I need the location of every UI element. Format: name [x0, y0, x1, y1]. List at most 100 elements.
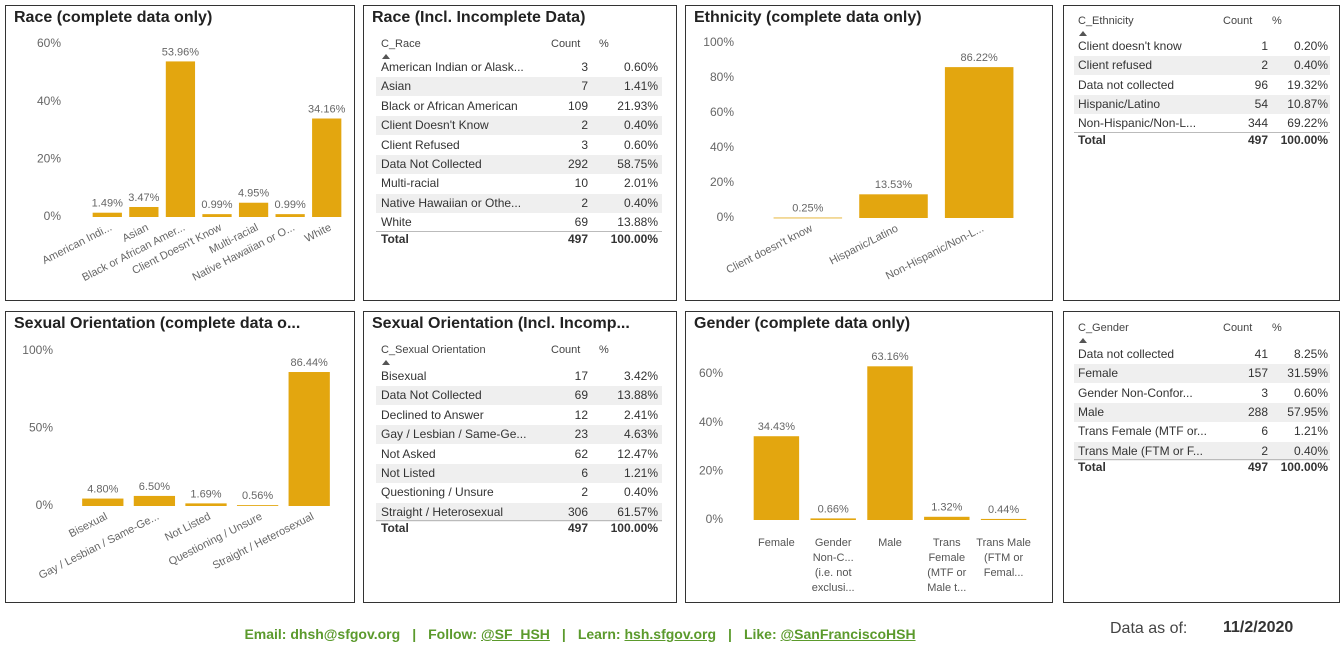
- panel: C_Ethnicity Count% Client doesn't know 1 0.2…: [1063, 5, 1340, 301]
- row-label: Client refused: [1078, 58, 1153, 73]
- x-tick-label: Trans Male (FTM or Femal...: [976, 537, 1031, 579]
- row-count: 6: [581, 466, 588, 480]
- data-label: 0.99%: [201, 199, 232, 211]
- row-percent: 0.60%: [623, 137, 658, 152]
- column-header[interactable]: C_Gender: [1078, 322, 1129, 334]
- row-count: 41: [1254, 347, 1268, 361]
- row-count: 3: [1261, 385, 1268, 400]
- x-tick-label: Client doesn't know: [724, 223, 814, 277]
- row-label: Non-Hispanic/Non-L...: [1078, 116, 1197, 131]
- row-percent: 19.32%: [1287, 77, 1328, 92]
- row-label: Client Refused: [381, 137, 460, 152]
- sort-indicator: [382, 360, 390, 365]
- footer-link-label: Learn:: [577, 626, 621, 642]
- column-header[interactable]: %: [1272, 15, 1282, 27]
- column-header[interactable]: %: [599, 344, 609, 356]
- row-percent: 0.20%: [1293, 39, 1328, 53]
- column-header[interactable]: C_Ethnicity: [1078, 15, 1134, 27]
- row-label: Male: [1078, 404, 1105, 419]
- row-percent: 13.88%: [617, 215, 658, 230]
- y-tick-label: 0%: [44, 209, 62, 223]
- row-percent: 12.47%: [617, 446, 658, 461]
- column-header[interactable]: Count: [1223, 322, 1253, 334]
- row-band: [1074, 402, 1330, 422]
- x-tick-label-box: Gender Non-C... (i.e. not exclusi...: [812, 537, 855, 594]
- row-label: Total: [381, 521, 409, 536]
- row-percent: 1.41%: [623, 79, 658, 94]
- chart: 0% 20% 40% 60% 80% 100% 0.25% Client doesn't kn…: [703, 35, 1014, 282]
- row-percent: 58.75%: [617, 157, 658, 171]
- row-label: Total: [1078, 132, 1106, 147]
- chart: 0%20%40%60%1.49%American Indi...3.47%Asi…: [37, 36, 346, 284]
- row-percent: 3.42%: [623, 369, 658, 383]
- panel-title: Race (Incl. Incomplete Data): [372, 9, 586, 26]
- row-count: 69: [574, 215, 588, 230]
- row-band: [376, 386, 662, 406]
- y-tick-label: 0%: [717, 210, 735, 224]
- data-label: 0.44%: [988, 504, 1019, 516]
- row-count: 12: [574, 407, 588, 422]
- x-tick-label: Hispanic/Latino: [828, 223, 900, 268]
- column-header[interactable]: %: [599, 38, 609, 50]
- y-tick-label: 0%: [706, 512, 724, 526]
- footer-link[interactable]: hsh.sfgov.org: [624, 626, 717, 642]
- row-band: [376, 502, 662, 522]
- row-count: 3: [581, 137, 588, 152]
- bar: [129, 206, 159, 217]
- data-label: 1.32%: [931, 502, 962, 514]
- row-count: 157: [1247, 366, 1268, 381]
- x-tick-label: Male: [878, 537, 902, 549]
- row-count: 306: [567, 504, 588, 519]
- row-band: [376, 116, 662, 136]
- y-tick-label: 60%: [710, 105, 734, 119]
- row-band: [376, 464, 662, 483]
- row-label: Data not collected: [1078, 347, 1175, 361]
- column-header[interactable]: Count: [551, 38, 581, 50]
- row-count: 69: [574, 388, 588, 403]
- row-label: Data not collected: [1078, 77, 1175, 92]
- row-label: Black or African American: [381, 98, 518, 113]
- row-percent: 57.95%: [1287, 404, 1328, 419]
- footer-link[interactable]: @SanFranciscoHSH: [780, 626, 916, 642]
- column-header[interactable]: Count: [551, 344, 581, 356]
- bar: [980, 518, 1027, 520]
- data-as-of-date: 11/2/2020: [1223, 619, 1294, 636]
- row-label: Multi-racial: [381, 176, 440, 191]
- row-percent: 100.00%: [1280, 132, 1328, 147]
- data-label: 4.80%: [87, 483, 118, 495]
- data-label: 86.44%: [291, 357, 329, 369]
- y-tick-label: 60%: [699, 366, 723, 380]
- panel: Sexual Orientation (complete data o... 0%…: [5, 311, 355, 603]
- footer-link-label: Follow:: [428, 626, 478, 642]
- column-header[interactable]: %: [1272, 322, 1282, 334]
- row-percent: 2.41%: [623, 407, 658, 422]
- row-band: [376, 77, 662, 97]
- data-label: 63.16%: [871, 351, 909, 363]
- bar: [773, 217, 843, 219]
- footer-link[interactable]: @SF_HSH: [481, 626, 550, 642]
- y-tick-label: 80%: [710, 70, 734, 84]
- x-tick-label: Female: [758, 537, 795, 549]
- y-tick-label: 20%: [37, 152, 61, 166]
- data-label: 0.99%: [275, 199, 306, 211]
- column-header[interactable]: C_Sexual Orientation: [381, 344, 486, 356]
- footer-separator: |: [728, 626, 732, 642]
- data-label: 3.47%: [128, 192, 159, 204]
- row-label: Client Doesn't Know: [381, 118, 489, 133]
- row-percent: 0.40%: [1293, 443, 1328, 458]
- sort-indicator: [1079, 338, 1087, 343]
- row-percent: 100.00%: [1280, 459, 1328, 474]
- data-label: 0.25%: [792, 202, 823, 214]
- column-header[interactable]: Count: [1223, 15, 1253, 27]
- bar: [275, 214, 305, 217]
- panel-title: Race (complete data only): [14, 9, 213, 26]
- row-count: 54: [1254, 96, 1268, 111]
- bar: [202, 214, 232, 217]
- row-count: 1: [1261, 39, 1268, 53]
- data-label: 53.96%: [162, 46, 200, 58]
- row-count: 288: [1247, 404, 1268, 419]
- row-label: Total: [1078, 459, 1106, 474]
- column-header[interactable]: C_Race: [381, 38, 421, 50]
